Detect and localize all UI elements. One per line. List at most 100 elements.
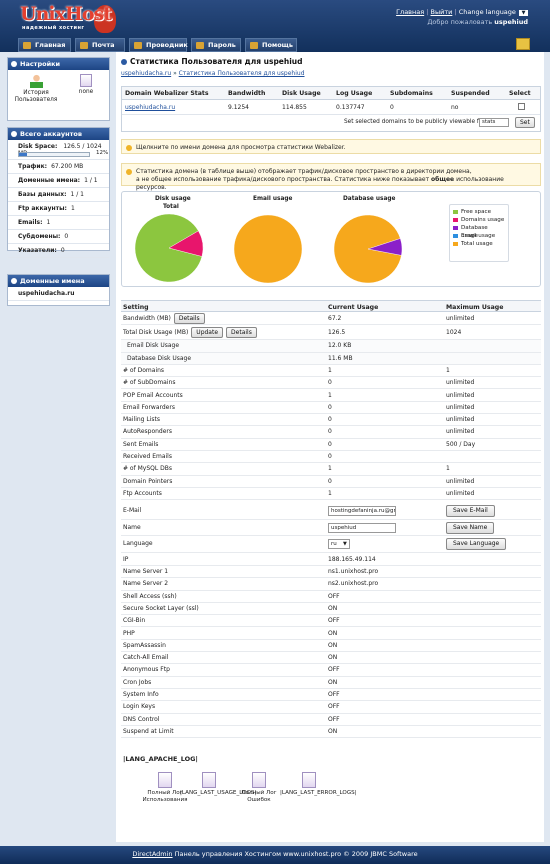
directadmin-link[interactable]: DirectAdmin xyxy=(132,850,173,858)
public-stats-input[interactable]: stats xyxy=(479,118,509,127)
webalizer-domain-link[interactable]: uspehiudacha.ru xyxy=(125,104,176,111)
pie-slice-domains-usage xyxy=(168,230,204,257)
setting-label: # of SubDomains xyxy=(123,379,176,387)
setting-label: POP Email Accounts xyxy=(123,391,183,399)
log-link[interactable]: |LANG_LAST_ERROR_LOGS| xyxy=(280,772,357,797)
webalizer-note-text: Щелкните по имени домена для просмотра с… xyxy=(136,144,346,151)
log-link[interactable]: Полный Лог Ошибок xyxy=(230,772,288,803)
set-button[interactable]: Set xyxy=(515,117,535,128)
setting-name: # of Domains xyxy=(123,365,164,377)
language-input[interactable]: ru xyxy=(328,539,350,550)
setting-label: Shell Access (ssh) xyxy=(123,592,177,600)
settings-panel: Настройки История Пользователя none xyxy=(7,57,110,121)
log-link[interactable]: |LANG_LAST_USAGE_LOGS| xyxy=(180,772,256,797)
maximum-usage-value: unlimited xyxy=(446,315,475,322)
tab-mail[interactable]: Почта xyxy=(75,38,125,52)
log-label: |LANG_LAST_ERROR_LOGS| xyxy=(280,790,357,796)
stats-info-note: Статистика домена (в таблице выше) отобр… xyxy=(121,163,541,191)
setting-label: Secure Socket Layer (ssl) xyxy=(123,604,199,612)
settings-row: Email Forwarders 0 unlimited xyxy=(121,402,541,415)
logo-subtitle: надежный хостинг xyxy=(22,25,85,31)
breadcrumb-home[interactable]: uspehiudacha.ru xyxy=(121,70,172,77)
info-row: Name Server 2 ns2.unixhost.pro xyxy=(121,578,541,591)
setting-value: ON xyxy=(328,604,338,612)
table-row: uspehiudacha.ru 9.1254 114.855 0.137747 … xyxy=(122,100,540,115)
stat-value: 1 xyxy=(46,219,51,226)
disk-update-button[interactable]: Update xyxy=(191,327,224,339)
email-label: E-Mail xyxy=(123,507,142,515)
setting-label: Catch-All Email xyxy=(123,654,169,662)
disk-details-button[interactable]: Details xyxy=(226,327,257,339)
log-file-icon xyxy=(302,772,316,788)
legend-item: Email usage xyxy=(453,232,505,240)
tab-label: Проводник xyxy=(146,41,188,49)
maximum-usage-value: unlimited xyxy=(446,391,475,399)
stat-label: Базы данных: xyxy=(18,191,67,198)
settings-row: # of MySQL DBs 1 1 xyxy=(121,463,541,476)
username: uspehiud xyxy=(494,18,528,26)
domain-select-checkbox[interactable] xyxy=(518,103,525,110)
home-link[interactable]: Главная xyxy=(396,8,425,16)
tab-password[interactable]: Пароль xyxy=(191,38,241,52)
setting-label: Mailing Lists xyxy=(123,416,160,424)
email-input[interactable]: hostingdefaninja.ru@gmail.com xyxy=(328,506,396,517)
none-link[interactable]: none xyxy=(72,74,100,95)
stat-label: Доменные имена: xyxy=(18,177,81,184)
settings-row: Database Disk Usage 11.6 MB xyxy=(121,352,541,365)
setting-name: Sent Emails xyxy=(123,439,158,451)
stat-value: 1 / 1 xyxy=(70,191,84,198)
site-logo[interactable]: UnixHost надежный хостинг xyxy=(6,3,116,33)
name-input[interactable]: uspehiud xyxy=(328,522,396,533)
setting-name: Email Disk Usage xyxy=(127,340,179,352)
setting-label: Cron Jobs xyxy=(123,678,152,686)
stats-note-line2: а не общее использование трафика/дисково… xyxy=(136,176,430,183)
save-name-button[interactable]: Save Name xyxy=(446,521,495,534)
user-history-link[interactable]: История Пользователя xyxy=(14,74,58,104)
stats-note-bold: общее xyxy=(431,176,455,183)
save-language-button[interactable]: Save Language xyxy=(446,538,507,551)
tab-home[interactable]: Главная xyxy=(18,38,71,52)
disk-progress-bar xyxy=(18,152,90,157)
language-label: Language xyxy=(123,540,153,548)
info-row: Catch-All Email ON xyxy=(121,652,541,665)
chart-legend: Free space Domains usage Database usage Ema… xyxy=(449,204,509,262)
key-icon xyxy=(196,42,204,49)
settings-row: # of SubDomains 0 unlimited xyxy=(121,377,541,390)
info-row: DNS Control OFF xyxy=(121,714,541,726)
bandwidth-details-button[interactable]: Details xyxy=(173,313,205,324)
footer: DirectAdmin Панель управления Хостингом … xyxy=(0,846,550,864)
domains-panel: Доменные имена uspehiudacha.ru xyxy=(7,274,110,306)
current-usage-value: 126.5 xyxy=(328,329,346,337)
logout-link[interactable]: Выйти xyxy=(430,8,453,16)
settings-row: Ftp Accounts 1 unlimited xyxy=(121,488,541,501)
change-language-dropdown[interactable]: Change language ▼ xyxy=(459,8,528,16)
settings-row: # of Domains 1 1 xyxy=(121,365,541,378)
disk-percent: 12% xyxy=(96,150,109,156)
log-label: Полный Лог Ошибок xyxy=(241,790,277,803)
setting-label: # of Domains xyxy=(123,366,165,374)
save-email-button[interactable]: Save E-Mail xyxy=(446,505,495,518)
document-icon xyxy=(80,74,92,87)
tab-help[interactable]: Помощь xyxy=(245,38,297,52)
maximum-usage-value: unlimited xyxy=(446,489,475,497)
help-icon xyxy=(250,42,258,49)
breadcrumb-current[interactable]: Статистика Пользователя для uspehiud xyxy=(178,70,305,77)
setting-label: DNS Control xyxy=(123,715,160,723)
setting-value: 188.165.49.114 xyxy=(328,555,376,563)
tab-file-manager[interactable]: Проводник xyxy=(129,38,188,52)
stat-row: Трафик: 67.200 MB xyxy=(8,160,109,174)
setting-label: System Info xyxy=(123,691,159,698)
disk-chart-subtitle: Total xyxy=(163,204,179,210)
current-usage-value: 1 xyxy=(328,391,332,399)
current-usage-value: 0 xyxy=(328,453,332,460)
setting-label: Anonymous Ftp xyxy=(123,666,170,674)
domain-link[interactable]: uspehiudacha.ru xyxy=(8,287,109,301)
setting-name: Email Forwarders xyxy=(123,402,175,414)
email-chart-title: Email usage xyxy=(253,196,293,202)
folder-shortcut-icon[interactable] xyxy=(516,38,530,50)
setting-value: ON xyxy=(328,629,338,637)
legend-label: Domains usage xyxy=(461,217,505,223)
language-row: Language ru ▼ Save Language xyxy=(121,536,541,553)
legend-label: Total usage xyxy=(461,241,493,247)
log-link[interactable]: Полный Лог Использования xyxy=(136,772,194,803)
